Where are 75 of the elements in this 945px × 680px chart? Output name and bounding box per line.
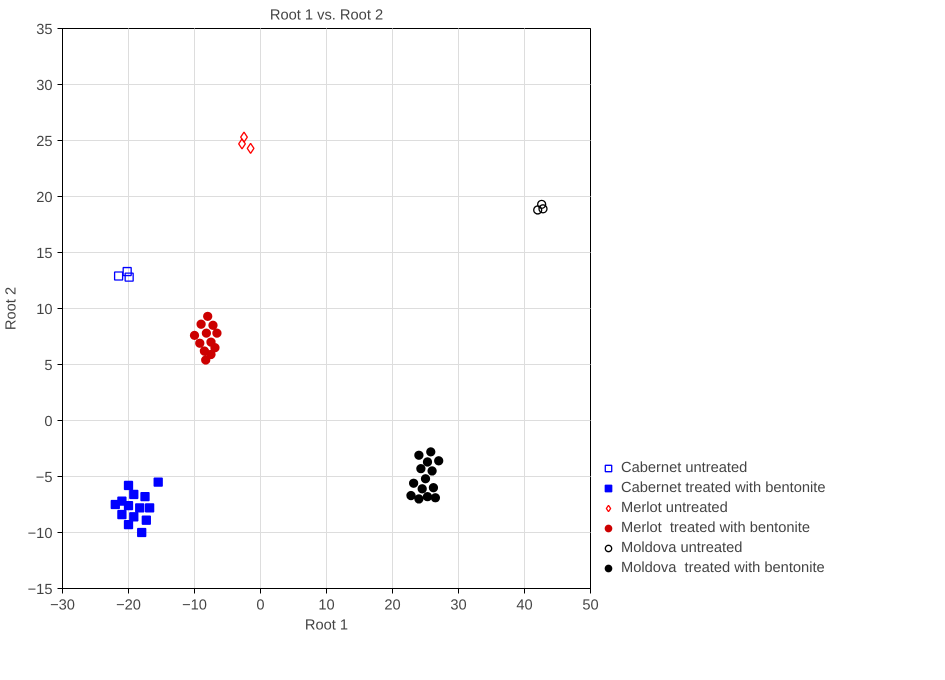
point	[428, 483, 438, 492]
y-tick-label: −5	[36, 470, 53, 486]
point	[430, 493, 440, 502]
point	[538, 204, 548, 214]
x-tick-label: 20	[384, 598, 401, 614]
point	[114, 271, 124, 281]
x-tick-label: −20	[116, 598, 141, 614]
point	[154, 477, 163, 487]
point	[208, 320, 218, 330]
point	[124, 272, 134, 282]
point	[427, 466, 437, 476]
legend-label: Merlot treated with bentonite	[621, 520, 810, 536]
point	[137, 528, 146, 538]
x-tick-label: −10	[182, 598, 207, 614]
y-tick-label: 15	[36, 246, 53, 262]
point	[110, 500, 120, 510]
y-tick-label: 30	[36, 78, 53, 94]
point	[140, 492, 150, 502]
point	[203, 312, 212, 321]
point	[406, 490, 416, 500]
point	[124, 500, 134, 510]
point	[124, 480, 134, 490]
y-tick-label: 25	[36, 134, 53, 150]
point	[129, 490, 138, 500]
x-tick-label: 40	[516, 598, 533, 614]
point	[201, 355, 210, 365]
legend-label: Moldova untreated	[621, 540, 742, 556]
x-tick-label: 30	[450, 598, 467, 614]
y-tick-label: 20	[36, 190, 53, 206]
point	[420, 474, 430, 484]
y-tick-label: 35	[36, 22, 53, 38]
point	[418, 484, 427, 494]
y-tick-label: 10	[36, 302, 53, 318]
y-tick-label: 5	[44, 358, 53, 374]
point	[210, 343, 220, 352]
x-tick-label: −30	[50, 598, 75, 614]
legend-label: Moldova treated with bentonite	[621, 560, 825, 576]
point	[537, 200, 546, 209]
point	[117, 510, 127, 520]
point	[144, 503, 154, 513]
y-tick-label: −10	[28, 526, 53, 542]
y-tick-label: 0	[44, 414, 53, 430]
point	[190, 330, 200, 340]
x-axis-title: Root 1	[304, 618, 348, 634]
point	[135, 503, 144, 513]
point	[246, 142, 255, 154]
legend-label: Cabernet treated with bentonite	[621, 480, 826, 496]
point	[533, 205, 542, 215]
chart-title: Root 1 vs. Root 2	[270, 8, 384, 24]
point	[414, 494, 424, 504]
point	[422, 492, 432, 502]
point	[196, 320, 206, 329]
point	[195, 338, 204, 348]
legend-label: Cabernet untreated	[621, 460, 748, 476]
point	[422, 457, 432, 467]
point	[414, 450, 424, 460]
x-tick-label: 10	[318, 598, 335, 614]
point	[238, 138, 246, 150]
x-tick-label: 50	[582, 598, 599, 614]
y-tick-label: −15	[28, 582, 53, 598]
point	[142, 516, 151, 525]
point	[202, 328, 212, 338]
y-axis-title: Root 2	[4, 286, 20, 330]
point	[434, 456, 444, 466]
point	[416, 464, 426, 474]
point	[129, 512, 138, 522]
point	[408, 478, 418, 488]
x-tick-label: 0	[256, 598, 265, 614]
legend-label: Merlot untreated	[621, 500, 728, 516]
point	[206, 350, 216, 360]
point	[124, 520, 134, 530]
point	[122, 266, 132, 276]
point	[200, 346, 210, 356]
point	[212, 328, 222, 338]
point	[426, 447, 436, 456]
